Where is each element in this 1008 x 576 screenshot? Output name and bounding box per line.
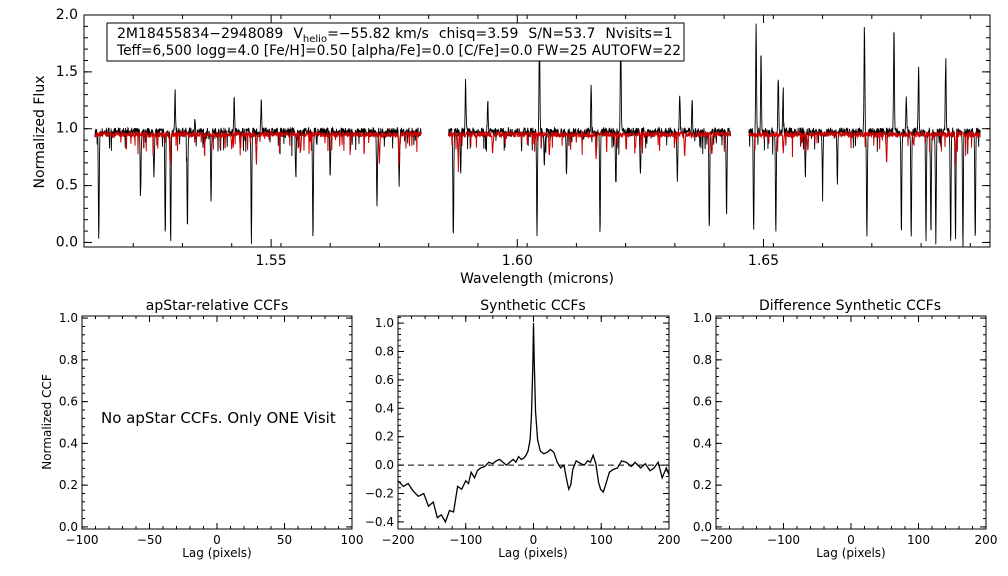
y-tick-label: 1.5 xyxy=(56,64,78,80)
y-tick-label: 0.0 xyxy=(56,234,78,250)
apstar-ccf-x-axis-label: Lag (pixels) xyxy=(182,546,252,560)
synthetic-ccf-line xyxy=(397,323,670,524)
x-tick-label: 200 xyxy=(658,533,681,547)
info-box-frame xyxy=(106,22,685,62)
x-tick-label: 0 xyxy=(530,533,538,547)
spectrum-series xyxy=(94,22,981,248)
x-tick-label: 200 xyxy=(975,533,998,547)
info-line-1: 2M18455834−2948089 Vhelio=−55.82 km/s chis… xyxy=(117,26,673,45)
difference-ccf-ticks: −200 −100 0 100 200 0.0 0.2 0.4 0.6 0.8 1.0 xyxy=(693,311,998,547)
y-tick-label: 0.6 xyxy=(59,395,78,409)
x-tick-label: −50 xyxy=(137,533,162,547)
difference-ccf-title: Difference Synthetic CCFs xyxy=(759,298,941,314)
y-tick-label: −0.4 xyxy=(365,515,394,529)
difference-ccf-panel: Difference Synthetic CCFs −200 −100 0 100 20… xyxy=(693,298,998,560)
synthetic-ccf-x-axis-label: Lag (pixels) xyxy=(498,546,568,560)
x-tick-label: −100 xyxy=(767,533,800,547)
v-helio-value: =−55.82 km/s xyxy=(327,26,429,42)
no-apstar-ccfs-note: No apStar CCFs. Only ONE Visit xyxy=(101,409,336,427)
y-tick-label: 0.6 xyxy=(693,395,712,409)
synthetic-ccf-ticks: −200 −100 0 100 200 −0.4 −0.2 0.0 0.2 0.4 0.6 0.8 1.… xyxy=(365,316,681,547)
y-tick-label: 0.5 xyxy=(56,178,78,194)
y-tick-label: 0.8 xyxy=(375,345,394,359)
difference-ccf-axes-frame xyxy=(715,315,987,530)
x-tick-label: 1.65 xyxy=(748,253,779,269)
y-tick-label: −0.2 xyxy=(365,487,394,501)
nvisits-value: Nvisits=1 xyxy=(605,26,672,42)
x-tick-label: −200 xyxy=(700,533,733,547)
synthetic-ccf-panel: Synthetic CCFs −200 −100 0 100 200 −0.4 −0.2 0.… xyxy=(365,298,681,560)
chisq-value: chisq=3.59 xyxy=(439,26,519,42)
model-spectrum-line xyxy=(748,129,981,166)
y-tick-label: 0.4 xyxy=(375,401,394,415)
v-helio-subscript: helio xyxy=(303,34,327,45)
y-tick-label: 0.0 xyxy=(59,520,78,534)
apstar-ccf-title: apStar-relative CCFs xyxy=(146,298,289,314)
ccf-y-axis-label: Normalized CCF xyxy=(40,374,54,470)
x-tick-label: 1.55 xyxy=(256,253,287,269)
spectrum-axes-frame xyxy=(83,14,991,248)
y-tick-label: 0.2 xyxy=(375,430,394,444)
x-tick-label: 1.60 xyxy=(502,253,533,269)
y-tick-label: 0.4 xyxy=(59,436,78,450)
observed-spectrum-line xyxy=(94,89,422,245)
model-spectrum-line xyxy=(447,130,732,172)
y-tick-label: 0.6 xyxy=(375,373,394,387)
spectrum-panel: 1.55 1.60 1.65 0.0 0.5 1.0 1.5 2.0 Wavelength (… xyxy=(32,7,991,287)
synthetic-ccf-title: Synthetic CCFs xyxy=(480,298,585,314)
y-tick-label: 1.0 xyxy=(56,121,78,137)
apstar-ccf-panel: apStar-relative CCFs −100 −50 0 50 100 0.0 0.2… xyxy=(40,298,363,560)
y-tick-label: 1.0 xyxy=(59,311,78,325)
info-box: 2M18455834−2948089 Vhelio=−55.82 km/s chis… xyxy=(106,22,685,62)
x-tick-label: −200 xyxy=(382,533,415,547)
x-tick-label: 50 xyxy=(277,533,292,547)
y-tick-label: 1.0 xyxy=(375,316,394,330)
model-spectrum-line xyxy=(94,129,422,166)
snr-value: S/N=53.7 xyxy=(528,26,595,42)
spectrum-x-axis-label: Wavelength (microns) xyxy=(460,271,614,287)
y-tick-label: 0.8 xyxy=(693,353,712,367)
x-tick-label: 100 xyxy=(907,533,930,547)
star-id: 2M18455834−2948089 xyxy=(117,26,283,42)
info-line-2: Teff=6,500 logg=4.0 [Fe/H]=0.50 [alpha/F… xyxy=(116,43,681,59)
apstar-ccf-ticks: −100 −50 0 50 100 0.0 0.2 0.4 0.6 0.8 1.0 xyxy=(59,311,364,547)
x-tick-label: 100 xyxy=(590,533,613,547)
y-tick-label: 0.4 xyxy=(693,436,712,450)
x-tick-label: 0 xyxy=(213,533,221,547)
spectrum-ticks: 1.55 1.60 1.65 0.0 0.5 1.0 1.5 2.0 xyxy=(56,7,990,269)
v-helio-symbol: V xyxy=(293,26,303,42)
synthetic-ccf-series xyxy=(397,323,670,524)
y-tick-label: 0.0 xyxy=(375,458,394,472)
y-tick-label: 0.0 xyxy=(693,520,712,534)
y-tick-label: 0.2 xyxy=(693,478,712,492)
y-tick-label: 0.8 xyxy=(59,353,78,367)
spectrum-y-axis-label: Normalized Flux xyxy=(32,76,48,189)
y-tick-label: 2.0 xyxy=(56,7,78,23)
y-tick-label: 1.0 xyxy=(693,311,712,325)
x-tick-label: −100 xyxy=(449,533,482,547)
x-tick-label: 0 xyxy=(847,533,855,547)
x-tick-label: 100 xyxy=(341,533,364,547)
difference-ccf-x-axis-label: Lag (pixels) xyxy=(816,546,886,560)
y-tick-label: 0.2 xyxy=(59,478,78,492)
x-tick-label: −100 xyxy=(66,533,99,547)
